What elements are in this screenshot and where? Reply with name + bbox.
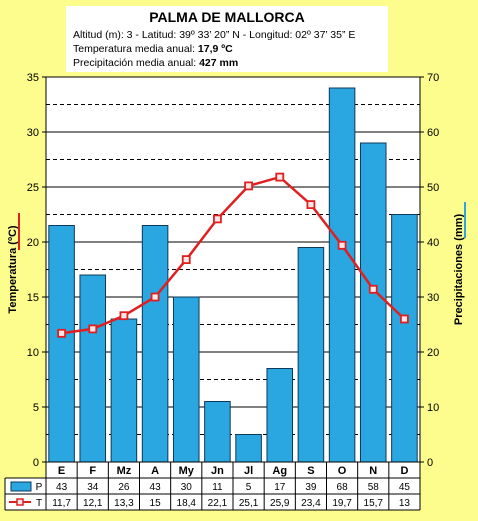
precipitation-value-S: 39 xyxy=(305,482,317,493)
right-axis-tick-label: 50 xyxy=(427,182,439,194)
precipitation-value-F: 34 xyxy=(87,482,99,493)
temperature-point-D xyxy=(400,314,409,324)
temperature-point-Jn xyxy=(213,214,222,224)
precipitation-bar-N xyxy=(359,142,387,463)
temperature-point-My xyxy=(181,255,191,265)
right-axis-tick-label: 20 xyxy=(427,347,439,359)
temp-annual-label: Temperatura media anual: xyxy=(73,43,195,55)
right-axis-tick-label: 10 xyxy=(427,402,439,414)
left-axis-tick-label: 30 xyxy=(27,127,39,139)
precipitation-value-Mz: 26 xyxy=(118,482,130,493)
category-label-Jn: Jn xyxy=(211,465,224,477)
category-label-My: My xyxy=(179,465,195,477)
left-axis-tick-label: 15 xyxy=(27,292,39,304)
precipitation-bar-E xyxy=(48,225,75,463)
precipitation-bar-My xyxy=(172,296,200,463)
precipitation-value-O: 68 xyxy=(337,482,349,493)
temperature-line xyxy=(61,175,406,335)
temperature-value-My: 18,4 xyxy=(177,498,197,509)
right-axis-tick-label: 40 xyxy=(427,237,439,249)
category-label-F: F xyxy=(89,465,96,477)
temperature-value-N: 15,7 xyxy=(364,498,384,509)
legend-label-precipitation: P xyxy=(36,482,43,493)
precipitation-value-Jn: 11 xyxy=(212,482,223,493)
temperature-value-Jn: 22,1 xyxy=(208,498,228,509)
right-axis-tick-label: 30 xyxy=(427,292,439,304)
temperature-value-D: 13 xyxy=(399,498,411,509)
precipitation-bar-D xyxy=(391,214,418,463)
precipitation-value-My: 30 xyxy=(181,482,193,493)
category-label-O: O xyxy=(338,465,347,477)
precip-annual-line: Precipitación media anual: 427 mm xyxy=(73,57,238,69)
right-axis-tick-label: 70 xyxy=(427,72,439,84)
precipitation-bar-Mz xyxy=(110,318,138,463)
temperature-point-Jl xyxy=(244,181,253,191)
temperature-point-N xyxy=(368,284,378,294)
temperature-value-S: 23,4 xyxy=(301,498,321,509)
location-line: Altitud (m): 3 - Latitud: 39º 33’ 20” N … xyxy=(73,29,356,41)
precipitation-bar-Jl xyxy=(235,434,262,463)
header-box: PALMA DE MALLORCA Altitud (m): 3 - Latit… xyxy=(66,6,388,72)
left-axis-tick-label: 5 xyxy=(33,402,39,414)
category-label-N: N xyxy=(369,465,377,477)
right-axis-title: Precipitaciones (mm) xyxy=(453,214,465,326)
category-label-Mz: Mz xyxy=(117,465,132,477)
temperature-value-Ag: 25,9 xyxy=(270,498,290,509)
left-axis-tick-label: 35 xyxy=(27,72,39,84)
precipitation-value-A: 43 xyxy=(150,482,162,493)
left-axis-title: Temperatura (ºC) xyxy=(7,225,19,313)
temperature-point-F xyxy=(88,324,98,334)
precipitation-value-E: 43 xyxy=(56,482,68,493)
precipitation-bar-F xyxy=(79,274,107,463)
legend-label-temperature: T xyxy=(36,498,42,509)
category-label-E: E xyxy=(58,465,65,477)
precip-annual-value: 427 mm xyxy=(199,57,239,69)
precip-annual-label: Precipitación media anual: xyxy=(73,57,197,69)
temperature-value-E: 11,7 xyxy=(52,498,71,509)
temperature-point-E xyxy=(57,328,66,338)
temperature-point-Mz xyxy=(119,311,129,321)
legend-key-temperature-marker xyxy=(16,498,24,506)
precipitation-bar-Ag xyxy=(266,368,294,463)
precipitation-value-Ag: 17 xyxy=(274,482,286,493)
precipitation-bar-Jn xyxy=(204,401,231,463)
temperature-value-O: 19,7 xyxy=(332,498,352,509)
precipitation-bar-O xyxy=(328,87,356,463)
temperature-point-O xyxy=(337,240,347,250)
temperature-point-A xyxy=(150,292,160,302)
legend-key-precipitation xyxy=(10,481,32,492)
precipitation-value-N: 58 xyxy=(368,482,380,493)
chart-title: PALMA DE MALLORCA xyxy=(149,9,305,25)
right-axis-tick-label: 60 xyxy=(427,127,439,139)
temperature-value-Mz: 13,3 xyxy=(114,498,134,509)
precipitation-bar-A xyxy=(141,225,169,463)
temperature-value-Jl: 25,1 xyxy=(239,498,259,509)
temperature-point-S xyxy=(306,200,316,210)
category-label-S: S xyxy=(307,465,314,477)
precipitation-bar-S xyxy=(297,247,325,463)
category-label-Ag: Ag xyxy=(272,465,287,477)
precipitation-value-Jl: 5 xyxy=(246,482,252,493)
temperature-point-Ag xyxy=(275,172,285,182)
left-axis-tick-label: 25 xyxy=(27,182,39,194)
temperature-value-A: 15 xyxy=(150,498,162,509)
category-label-D: D xyxy=(400,465,408,477)
precipitation-value-D: 45 xyxy=(399,482,411,493)
left-axis-tick-label: 10 xyxy=(27,347,39,359)
category-label-A: A xyxy=(151,465,159,477)
left-axis-tick-label: 20 xyxy=(27,237,39,249)
left-axis-tick-label: 0 xyxy=(33,457,39,469)
category-label-Jl: Jl xyxy=(244,465,253,477)
right-axis-tick-label: 0 xyxy=(427,457,433,469)
temp-annual-line: Temperatura media anual: 17,9 ºC xyxy=(73,43,233,55)
temp-annual-value: 17,9 ºC xyxy=(197,43,233,55)
temperature-value-F: 12,1 xyxy=(83,498,103,509)
